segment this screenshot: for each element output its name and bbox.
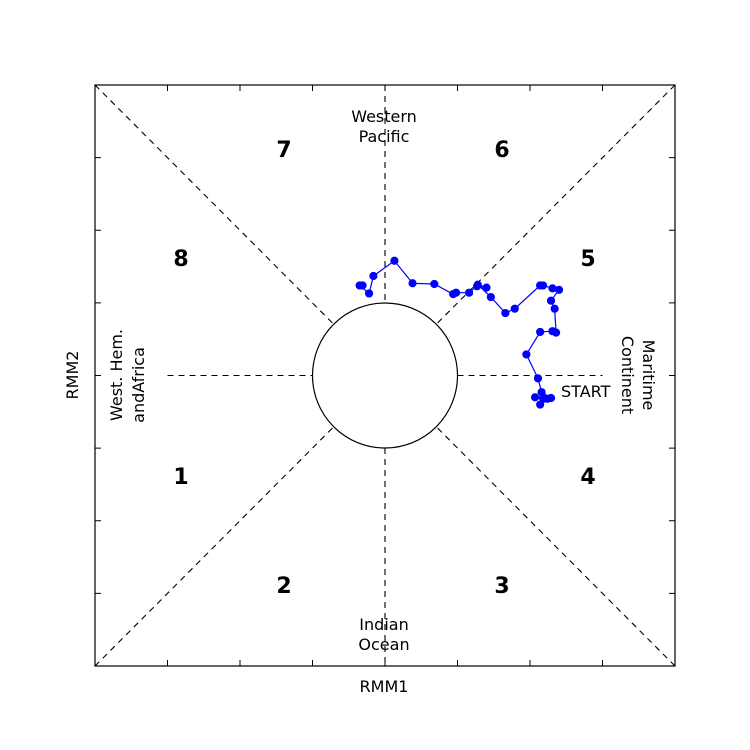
trajectory-point (482, 283, 491, 292)
trajectory-point (546, 393, 556, 403)
trajectory-point (548, 284, 557, 293)
start-label: START (561, 382, 611, 401)
rmm-trajectory-series (355, 256, 564, 409)
region-top-line2: Pacific (359, 127, 410, 146)
unit-circle-layer (311, 302, 459, 449)
trajectory-point (530, 393, 540, 402)
phase-number-2: 2 (276, 574, 291, 599)
phase-number-8: 8 (173, 247, 188, 272)
region-top-line1: Western (351, 107, 417, 126)
region-bottom-line2: Ocean (358, 635, 409, 654)
divider-diag-lr (435, 426, 676, 667)
trajectory-point (408, 279, 417, 288)
axis-ticks (94, 84, 676, 667)
trajectory-point (369, 271, 378, 281)
phase-number-6: 6 (494, 138, 509, 163)
axis-labels: RMM1 RMM2 (63, 351, 408, 696)
x-axis-label: RMM1 (360, 677, 409, 696)
unit-circle (311, 302, 459, 449)
trajectory-point (536, 400, 545, 409)
phase-divider-lines (94, 84, 676, 667)
trajectory-point (554, 285, 564, 294)
trajectory-point (486, 292, 495, 302)
divider-diag-ul (94, 84, 335, 325)
region-bottom-line1: Indian (359, 615, 408, 634)
trajectory-point (390, 256, 399, 265)
y-axis-label: RMM2 (63, 351, 82, 400)
phase-numbers: 1 2 3 4 5 6 7 8 (173, 138, 595, 599)
trajectory-point (449, 290, 458, 299)
region-right-line1: Maritime (639, 340, 658, 411)
trajectory-point (536, 281, 545, 290)
trajectory-point (510, 304, 519, 313)
trajectory-point (546, 296, 556, 305)
phase-number-7: 7 (276, 138, 291, 163)
phase-number-3: 3 (494, 574, 509, 599)
trajectory-point (501, 308, 510, 318)
trajectory-point (537, 388, 546, 397)
trajectory-point (358, 281, 367, 290)
phase-number-5: 5 (580, 247, 595, 272)
trajectory-point (533, 374, 543, 383)
trajectory-point (552, 328, 561, 337)
trajectory-point (430, 279, 439, 289)
trajectory-point (550, 304, 559, 313)
region-left-line1: West. Hem. (107, 329, 126, 421)
region-labels: Western Pacific Indian Ocean West. Hem. … (107, 107, 658, 654)
region-right-line2: Continent (618, 336, 637, 414)
trajectory-point (536, 327, 545, 337)
phase-number-1: 1 (173, 465, 188, 490)
phase-number-4: 4 (580, 465, 595, 490)
divider-diag-ll (94, 426, 335, 667)
divider-diag-ur (435, 84, 676, 325)
trajectory-point (472, 282, 482, 291)
trajectory-point (465, 288, 474, 297)
region-left-line2: andAfrica (129, 347, 148, 423)
trajectory-point (522, 350, 531, 359)
trajectory-point (364, 289, 374, 298)
